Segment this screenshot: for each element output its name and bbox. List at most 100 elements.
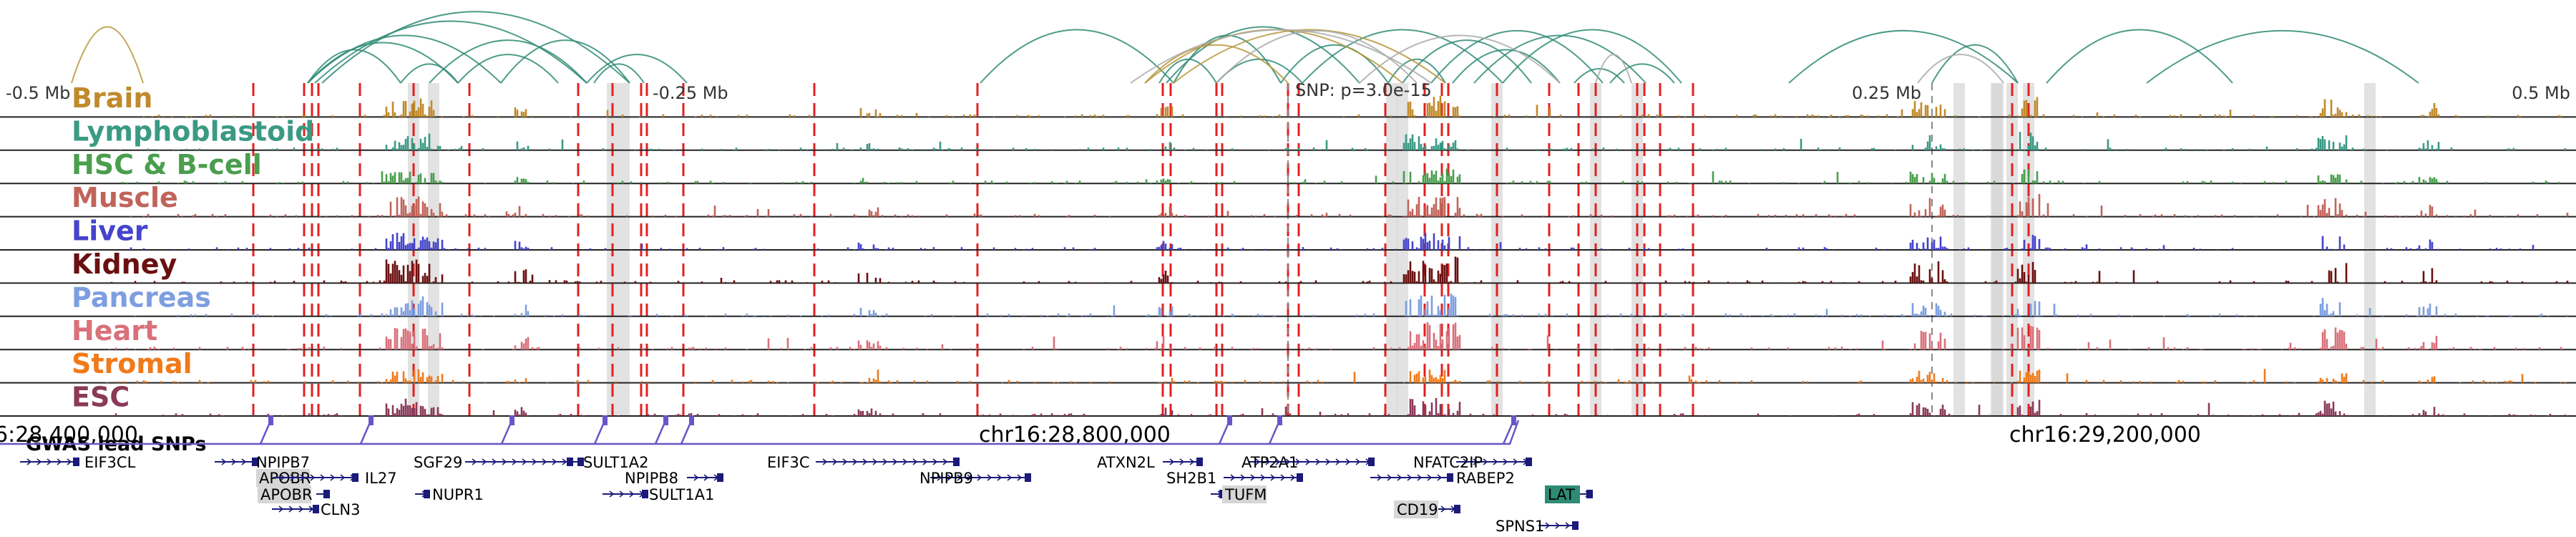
gene-exon [953, 458, 960, 466]
gene-eif3cl: EIF3CL [20, 454, 136, 471]
signal-peaks [119, 132, 2567, 150]
gene-label: CLN3 [321, 501, 360, 518]
tick-label-minus-0-5: -0.5 Mb [6, 83, 70, 103]
strand-arrow [1290, 474, 1296, 481]
strand-arrow [1555, 522, 1561, 529]
track-label: Muscle [72, 182, 178, 213]
strand-arrow [482, 458, 487, 465]
gene-exon [1447, 473, 1453, 482]
strand-arrow [1493, 458, 1498, 465]
strand-arrow [1017, 474, 1023, 481]
gene-nupr1: NUPR1 [415, 486, 484, 503]
gene-exon [567, 458, 573, 466]
tick-label-0-25: 0.25 Mb [1852, 83, 1921, 103]
gene-npipb7: NPIPB7 [215, 454, 310, 471]
strand-arrow [937, 474, 942, 481]
strand-arrow [1417, 474, 1423, 481]
gene-sult1a2: SULT1A2 [572, 454, 648, 471]
gene-atxn2l: ATXN2L [1097, 454, 1203, 471]
gene-label: ATP2A1 [1241, 454, 1298, 471]
signal-peaks [121, 168, 2560, 184]
gene-label: RABEP2 [1456, 470, 1515, 487]
strand-arrow [1270, 474, 1276, 481]
gene-spns1: SPNS1 [1496, 518, 1579, 535]
snp-marker [268, 415, 273, 425]
gene-label: ATXN2L [1097, 454, 1155, 471]
gene-lat: LAT [1545, 485, 1593, 503]
loop-arc [71, 26, 144, 84]
gene-exon [1368, 458, 1375, 466]
strand-arrow [947, 474, 952, 481]
loop-arc [314, 20, 587, 84]
gene-label: CD19 [1397, 501, 1438, 518]
loop-arc [307, 49, 401, 84]
loop-arc [593, 63, 645, 84]
strand-arrow [1545, 522, 1551, 529]
track-label: ESC [72, 382, 130, 413]
loop-arc [586, 54, 688, 84]
strand-arrow [1325, 458, 1331, 465]
track-stromal: Stromal [0, 348, 2576, 384]
track-label: Kidney [72, 248, 177, 280]
strand-arrow [1335, 458, 1341, 465]
gene-rabep2: RABEP2 [1370, 470, 1515, 487]
gene-cln3: CLN3 [272, 501, 360, 518]
strand-arrow [977, 474, 982, 481]
strand-arrow [340, 474, 346, 481]
gene-exon [1526, 458, 1532, 466]
loop-arc [1158, 58, 1217, 84]
loop-arc [1502, 29, 1682, 84]
snp-marker [689, 415, 694, 425]
track-heart: Heart [0, 315, 2576, 351]
loop-arc [1302, 29, 1503, 84]
strand-arrow [522, 458, 527, 465]
gene-exon [313, 505, 319, 513]
strand-arrow [693, 474, 699, 481]
strand-arrow [57, 458, 62, 465]
snp-marker [1511, 415, 1516, 425]
gene-sgf29: SGF29 [414, 454, 573, 471]
track-lymphoblastoid: Lymphoblastoid [0, 115, 2576, 151]
loop-arc [2046, 29, 2233, 84]
strand-arrow [36, 458, 42, 465]
strand-arrow [1473, 458, 1478, 465]
strand-arrow [1169, 458, 1175, 465]
chromatin-loop-arcs [71, 11, 2419, 84]
gene-npipb8: NPIPB8 [625, 470, 723, 487]
gene-label: EIF3CL [84, 454, 136, 471]
coord-right: chr16:29,200,000 [2009, 422, 2201, 448]
strand-arrow [997, 474, 1002, 481]
gene-sult1a1: SULT1A1 [602, 486, 714, 503]
strand-arrow [532, 458, 537, 465]
gene-highlight [1222, 485, 1267, 503]
strand-arrow [280, 474, 286, 481]
loop-arc [1144, 44, 1289, 84]
gene-label: APOBR [260, 486, 313, 503]
gene-highlight [1394, 500, 1438, 518]
gene-highlight [258, 485, 311, 503]
gene-label: NFATC2IP [1413, 454, 1483, 471]
gene-exon [642, 490, 648, 498]
gene-label: LAT [1548, 486, 1575, 503]
strand-arrow [902, 458, 908, 465]
track-brain: Brain [0, 82, 2576, 118]
loop-arc [1216, 29, 1418, 84]
loop-arc [307, 42, 459, 84]
loop-arc [1473, 34, 1646, 84]
gene-label: NUPR1 [432, 486, 484, 503]
gene-exon [717, 473, 723, 482]
loop-arc [1430, 30, 1604, 84]
gene-exon [352, 473, 358, 482]
loop-arc [1280, 44, 1389, 84]
strand-arrow [330, 474, 336, 481]
gene-exon [1454, 505, 1460, 513]
gene-atp2a1: ATP2A1 [1241, 454, 1375, 471]
strand-arrow [957, 474, 962, 481]
loop-arc [2146, 29, 2419, 84]
strand-arrow [912, 458, 918, 465]
strand-arrow [1427, 474, 1433, 481]
track-esc: ESC [0, 382, 2576, 417]
strand-arrow [1285, 458, 1291, 465]
gene-exon [424, 490, 430, 498]
